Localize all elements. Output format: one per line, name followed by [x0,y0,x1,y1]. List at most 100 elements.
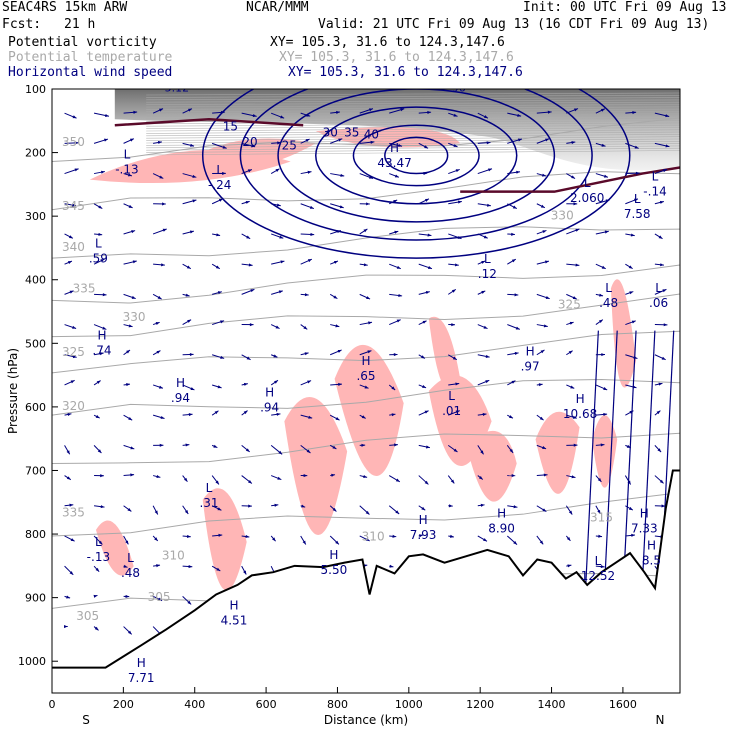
wind-vector-head [603,387,608,390]
wind-vector-head [74,168,79,172]
wind-vector-head [486,203,491,207]
wind-vector-head [340,173,345,177]
wind-speed-contour [384,136,449,175]
wind-vector-head [216,567,221,571]
wind-vector-head [72,355,77,359]
wind-vector-head [130,473,135,477]
wind-vector-head [129,138,134,142]
wind-vector-head [568,510,573,515]
wind-vector-head [127,507,132,512]
x-tick-label: 1200 [466,698,494,711]
wind-vector-head [69,503,74,507]
wind-vector-head [480,450,484,455]
wind-vector-head [663,323,668,327]
wind-vector-head [189,230,194,234]
wind-vector-head [365,537,370,541]
extremum-marker: L [584,176,591,190]
wind-vector-head [70,380,75,384]
wind-vector-head [246,235,251,239]
wind-vector-head [127,173,132,177]
wind-vector-head [94,626,99,631]
x-tick-label: 1400 [538,698,566,711]
wind-vector-head [216,233,221,237]
wind-vector-head [597,509,601,514]
wind-vector-head [509,449,514,453]
theta-upper-isentrope [146,134,680,139]
wind-vector-head [213,444,218,448]
wind-vector-head [542,508,547,512]
theta-isentrope [52,171,680,211]
wind-vector-head [220,320,225,324]
wind-vector-head [245,534,250,539]
wind-vector-head [511,380,516,384]
extremum-marker: H [361,354,370,368]
field-name-theta: Potential temperature [8,50,173,65]
wind-vector-head [220,110,225,114]
theta-upper-isentrope [146,108,680,113]
wind-vector-head [276,412,281,416]
wind-vector-head [245,200,250,204]
extremum-marker: L [206,481,213,495]
y-tick-label: 500 [25,337,46,350]
extremum-marker: L [484,252,491,266]
wind-vector-head [394,230,399,234]
theta-upper-isentrope [146,138,680,144]
wind-vector-head [632,111,637,115]
strong-updraft-vector [641,330,656,585]
wind-contour-label: 35 [344,126,359,140]
theta-upper-isentrope [146,97,680,101]
wind-vector-head [514,293,519,297]
wind-vector-head [453,113,458,117]
y-tick-label: 400 [25,274,46,287]
wind-vector-head [603,412,608,416]
wind-vector-head [162,202,166,206]
wind-vector-head [398,293,403,298]
wind-speed-contour [277,89,556,223]
wind-vector-head [336,230,341,234]
extremum-value: 7.58 [624,207,651,221]
wind-vector-head [453,143,458,147]
wind-vector-head [305,139,310,143]
wind-vector-head [64,625,68,629]
wind-vector-head [277,141,281,145]
wind-contour-label: 40 [364,128,379,142]
wind-vector-head [95,414,100,419]
wind-vector-head [364,385,369,389]
extremum-marker: L [127,551,134,565]
wind-vector-head [451,323,455,327]
wind-vector-head [457,200,462,204]
wind-vector-head [366,296,371,300]
extremum-value: -.24 [208,178,231,192]
wind-vector-head [66,450,70,455]
x-tick-label: 800 [327,698,348,711]
theta-contour-label: 340 [62,240,85,254]
wind-vector-head [571,141,576,145]
wind-vector-head [478,475,483,480]
wind-vector-head [605,199,610,203]
wind-vector-head [395,510,400,514]
wind-vector-head [566,536,571,541]
theta-contour-label: 325 [62,345,85,359]
wind-vector-head [517,138,522,142]
wind-vector-head [400,108,405,112]
wind-vector-head [105,113,109,118]
wind-vector-head [248,480,252,484]
wind-vector-head [247,169,252,173]
extremum-marker: H [137,656,146,670]
extremum-marker: H [329,548,338,562]
wind-vector-head [424,198,429,202]
extremum-marker: H [497,507,506,521]
wind-vector-head [574,108,579,112]
extremum-marker: H [265,386,274,400]
theta-isentrope [52,432,680,464]
wind-vector-head [483,538,488,542]
wind-vector-head [517,113,522,117]
wind-vector-head [218,533,223,537]
wind-vector-head [392,534,397,538]
y-tick-label: 1000 [18,655,46,668]
theta-upper-isentrope [146,115,680,120]
wind-vector-head [95,567,100,572]
wind-vector-head [307,170,312,174]
wind-vector-head [190,143,195,147]
pv-shading [466,430,517,502]
